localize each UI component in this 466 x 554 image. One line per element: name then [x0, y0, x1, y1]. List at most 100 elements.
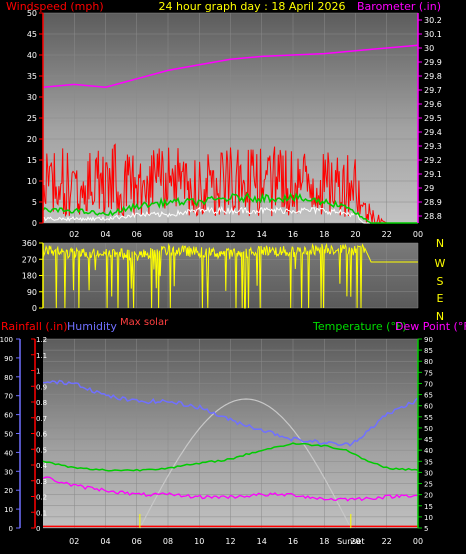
- rain-tick-label: 0.4: [36, 462, 48, 470]
- humidity-tick-label: 10: [4, 506, 13, 514]
- x-tick-label: 14: [257, 230, 267, 239]
- x-tick-label: 10: [194, 230, 204, 239]
- barometer-tick-label: 28.9: [424, 198, 442, 207]
- humidity-tick-label: 30: [4, 468, 13, 476]
- x-tick-label: 06: [132, 537, 142, 546]
- barometer-tick-label: 29.1: [424, 170, 442, 179]
- temp-tick-label: 80: [424, 358, 433, 366]
- humidity-tick-label: 20: [4, 487, 13, 495]
- temperature-axis-title: Temperature (°F): [312, 320, 407, 333]
- x-tick-label: 12: [225, 230, 235, 239]
- rain-tick-label: 0.1: [36, 509, 47, 517]
- rain-tick-label: 1.1: [36, 352, 47, 360]
- wind-tick-label: 25: [27, 114, 37, 123]
- compass-label: S: [437, 275, 444, 288]
- x-tick-label: 02: [69, 230, 79, 239]
- sunset-label: Sunset: [337, 537, 364, 546]
- dewpoint-axis-title: Dew Point (°F): [395, 320, 466, 333]
- barometer-tick-label: 29: [424, 184, 434, 193]
- direction-tick-label: 180: [22, 272, 37, 281]
- temp-tick-label: 55: [424, 414, 433, 422]
- temp-tick-label: 25: [424, 481, 433, 489]
- direction-tick-label: 90: [27, 288, 37, 297]
- wind-tick-label: 35: [27, 72, 37, 81]
- temp-tick-label: 5: [424, 525, 428, 533]
- temp-tick-label: 50: [424, 425, 433, 433]
- barometer-tick-label: 29.3: [424, 142, 442, 151]
- wind-tick-label: 15: [27, 156, 37, 165]
- barometer-tick-label: 29.9: [424, 58, 442, 67]
- barometer-axis-title: Barometer (.in): [357, 0, 441, 13]
- x-tick-label: 16: [288, 230, 298, 239]
- x-tick-label: 22: [382, 537, 392, 546]
- x-tick-label: 12: [225, 537, 235, 546]
- windspeed-axis-title: Windspeed (mph): [6, 0, 104, 13]
- temp-tick-label: 40: [424, 447, 433, 455]
- compass-label: W: [435, 257, 446, 270]
- humidity-tick-label: 90: [4, 355, 13, 363]
- x-tick-label: 04: [100, 537, 110, 546]
- humidity-axis-title: Humidity: [67, 320, 117, 333]
- x-tick-label: 18: [319, 230, 329, 239]
- wind-tick-label: 5: [32, 198, 37, 207]
- humidity-tick-label: 0: [9, 525, 13, 533]
- rain-tick-label: 0.5: [36, 446, 47, 454]
- max-solar-label: Max solar: [120, 317, 169, 328]
- barometer-tick-label: 29.6: [424, 100, 442, 109]
- compass-label: E: [437, 292, 444, 305]
- humidity-tick-label: 50: [4, 431, 13, 439]
- chart-title: 24 hour graph day : 18 April 2026: [159, 0, 346, 13]
- temp-tick-label: 30: [424, 469, 433, 477]
- x-tick-label: 16: [288, 537, 298, 546]
- wind-tick-label: 40: [27, 51, 37, 60]
- temp-tick-label: 75: [424, 369, 433, 377]
- x-tick-label: 20: [350, 230, 360, 239]
- rain-tick-label: 0: [36, 525, 40, 533]
- humidity-tick-label: 100: [0, 336, 13, 344]
- direction-tick-label: 360: [22, 239, 37, 248]
- humidity-tick-label: 70: [4, 393, 13, 401]
- x-tick-label: 00: [413, 230, 423, 239]
- x-tick-label: 18: [319, 537, 329, 546]
- barometer-tick-label: 29.8: [424, 72, 442, 81]
- x-tick-label: 00: [413, 537, 423, 546]
- direction-tick-label: 270: [22, 255, 37, 264]
- temp-tick-label: 45: [424, 436, 433, 444]
- humidity-tick-label: 60: [4, 412, 13, 420]
- compass-label: N: [436, 237, 444, 250]
- x-tick-label: 08: [163, 230, 173, 239]
- humidity-tick-label: 80: [4, 374, 13, 382]
- barometer-tick-label: 28.8: [424, 212, 442, 221]
- wind-tick-label: 0: [32, 219, 37, 228]
- temp-tick-label: 65: [424, 392, 433, 400]
- temp-tick-label: 70: [424, 380, 433, 388]
- rain-tick-label: 0.2: [36, 494, 47, 502]
- wind-tick-label: 20: [27, 135, 37, 144]
- rain-tick-label: 0.6: [36, 431, 48, 439]
- temp-tick-label: 35: [424, 458, 433, 466]
- barometer-tick-label: 29.4: [424, 128, 442, 137]
- rain-tick-label: 1: [36, 368, 40, 376]
- direction-tick-label: 0: [32, 304, 37, 313]
- x-tick-label: 04: [100, 230, 110, 239]
- rain-tick-label: 1.2: [36, 336, 47, 344]
- rain-tick-label: 0.3: [36, 478, 47, 486]
- x-tick-label: 06: [132, 230, 142, 239]
- barometer-tick-label: 30.1: [424, 30, 442, 39]
- barometer-tick-label: 30: [424, 44, 434, 53]
- rain-tick-label: 0.8: [36, 399, 47, 407]
- barometer-tick-label: 29.5: [424, 114, 442, 123]
- x-tick-label: 02: [69, 537, 79, 546]
- barometer-tick-label: 29.2: [424, 156, 442, 165]
- temp-tick-label: 10: [424, 514, 433, 522]
- wind-tick-label: 30: [27, 93, 37, 102]
- x-tick-label: 14: [257, 537, 267, 546]
- barometer-tick-label: 30.2: [424, 16, 442, 25]
- rainfall-axis-title: Rainfall (.in): [1, 320, 68, 333]
- humidity-tick-label: 40: [4, 449, 13, 457]
- rain-tick-label: 0.7: [36, 415, 47, 423]
- x-tick-label: 10: [194, 537, 204, 546]
- temp-tick-label: 20: [424, 492, 433, 500]
- wind-tick-label: 10: [27, 177, 37, 186]
